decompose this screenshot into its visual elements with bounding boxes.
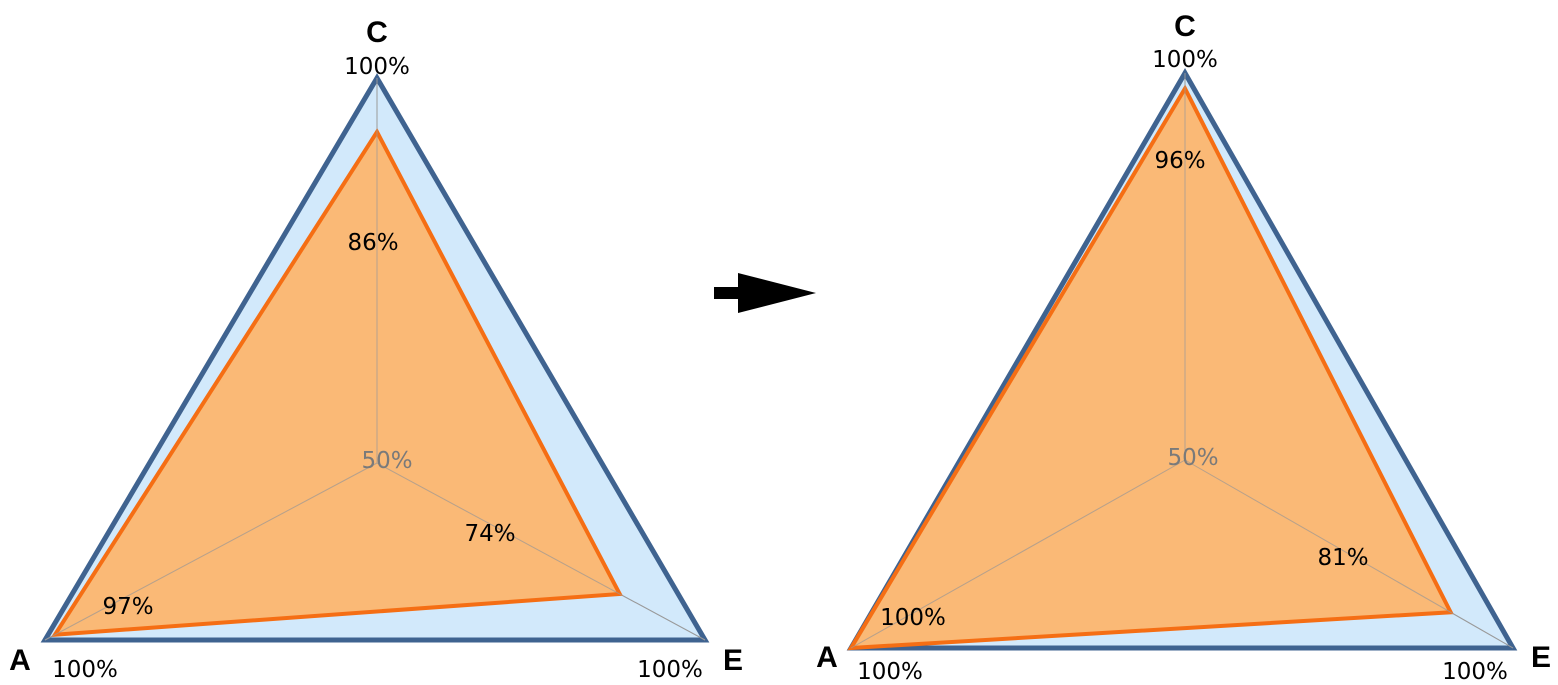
outer-value-label-c: 100%	[344, 54, 410, 80]
outer-value-label-e: 100%	[637, 657, 703, 683]
inner-value-label-c: 86%	[347, 230, 398, 256]
right-arrow-icon	[714, 273, 816, 313]
axis-line-overlay-e	[376, 462, 706, 641]
inner-value-label-c: 96%	[1154, 148, 1205, 174]
outer-value-label-a: 100%	[857, 659, 923, 685]
radar-chart-before: 50% C A E 100% 100% 100% 86% 97% 74%	[9, 16, 743, 683]
axis-line-overlay-a	[850, 459, 1186, 649]
inner-value-label-a: 100%	[880, 605, 946, 631]
arrow-head	[738, 273, 816, 313]
radar-chart-after: 50% C A E 100% 100% 100% 96% 100% 81%	[816, 10, 1551, 685]
outer-value-label-e: 100%	[1442, 659, 1508, 685]
axis-label-e: E	[1531, 641, 1551, 674]
outer-value-label-c: 100%	[1152, 47, 1218, 73]
axis-line-overlay-e	[1184, 459, 1514, 649]
arrow-shaft	[714, 287, 740, 299]
inner-series-polygon	[847, 84, 1454, 651]
inner-series-polygon	[51, 127, 623, 637]
axis-line-overlay-a	[44, 462, 378, 641]
outer-value-label-a: 100%	[52, 657, 118, 683]
axis-label-e: E	[723, 644, 743, 677]
inner-value-label-e: 74%	[464, 521, 515, 547]
center-scale-label: 50%	[361, 448, 412, 474]
axis-label-c: C	[366, 16, 388, 49]
axis-label-a: A	[9, 644, 31, 677]
center-scale-label: 50%	[1167, 445, 1218, 471]
inner-value-label-e: 81%	[1317, 545, 1368, 571]
inner-value-label-a: 97%	[102, 594, 153, 620]
axis-label-c: C	[1174, 10, 1196, 43]
axis-label-a: A	[816, 641, 838, 674]
